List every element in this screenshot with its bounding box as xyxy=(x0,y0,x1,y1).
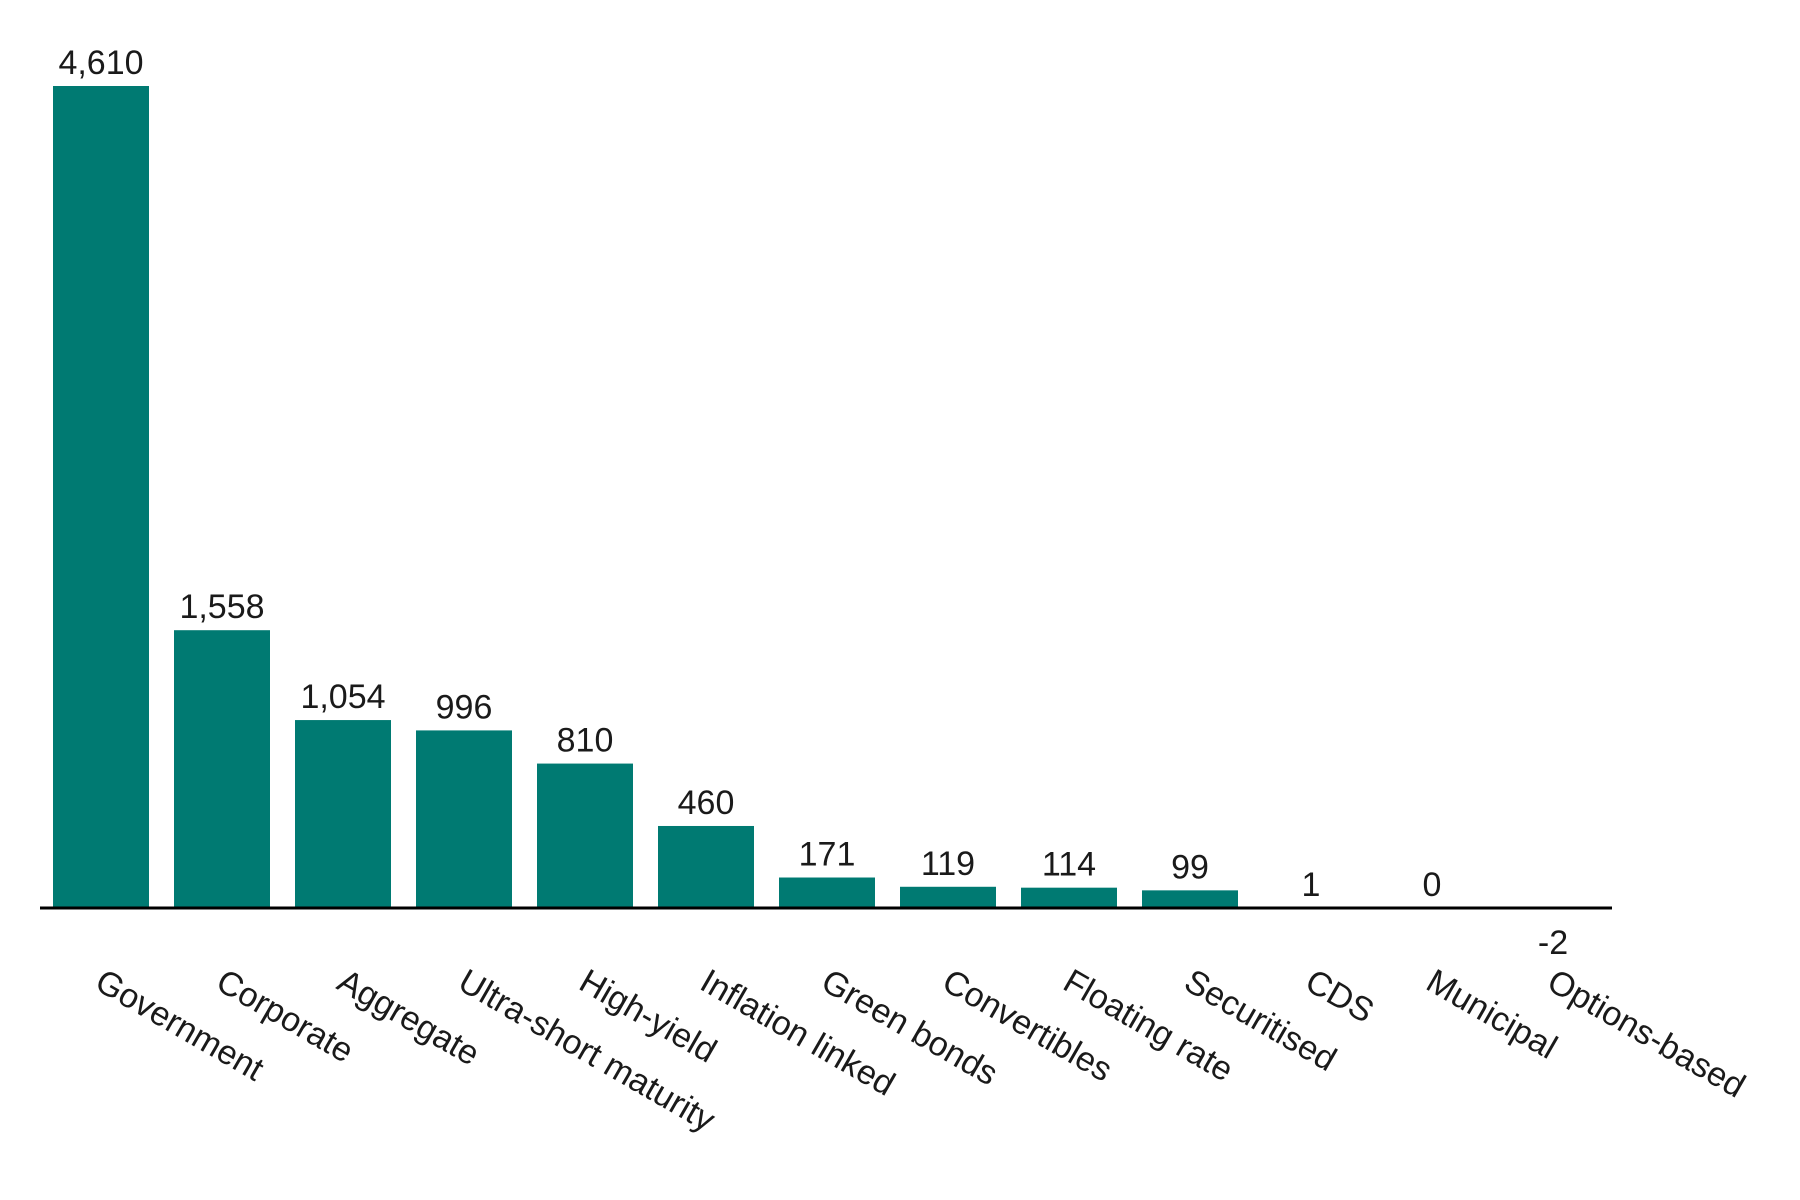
category-label-10: CDS xyxy=(1299,962,1380,1031)
value-labels-group: 4,610 1,558 1,054 996 810 460 171 119 114 99 1 0 -2 xyxy=(58,44,1568,962)
bar-6 xyxy=(779,877,875,908)
value-label-12: -2 xyxy=(1538,924,1568,962)
category-label-11: Municipal xyxy=(1420,962,1563,1067)
bars-group xyxy=(53,86,1601,909)
bar-1 xyxy=(174,630,270,908)
value-label-0: 4,610 xyxy=(58,44,143,82)
bar-2 xyxy=(295,720,391,908)
bar-8 xyxy=(1021,887,1117,908)
value-label-2: 1,054 xyxy=(300,678,385,716)
value-label-10: 1 xyxy=(1302,866,1321,904)
category-label-12: Options-based xyxy=(1541,962,1752,1105)
bar-3 xyxy=(416,730,512,908)
value-label-8: 114 xyxy=(1042,846,1096,884)
bar-9 xyxy=(1142,890,1238,908)
bar-5 xyxy=(658,825,754,908)
value-label-7: 119 xyxy=(921,845,975,883)
bar-4 xyxy=(537,763,633,908)
value-label-6: 171 xyxy=(799,836,856,874)
bar-0 xyxy=(53,86,149,908)
value-label-11: 0 xyxy=(1423,866,1442,904)
value-label-4: 810 xyxy=(557,722,614,760)
value-label-1: 1,558 xyxy=(179,588,264,626)
value-label-5: 460 xyxy=(678,784,735,822)
value-label-3: 996 xyxy=(436,688,493,726)
category-labels-group: GovernmentCorporateAggregateUltra-short … xyxy=(89,962,1752,1139)
value-label-9: 99 xyxy=(1171,848,1209,886)
bar-7 xyxy=(900,886,996,908)
